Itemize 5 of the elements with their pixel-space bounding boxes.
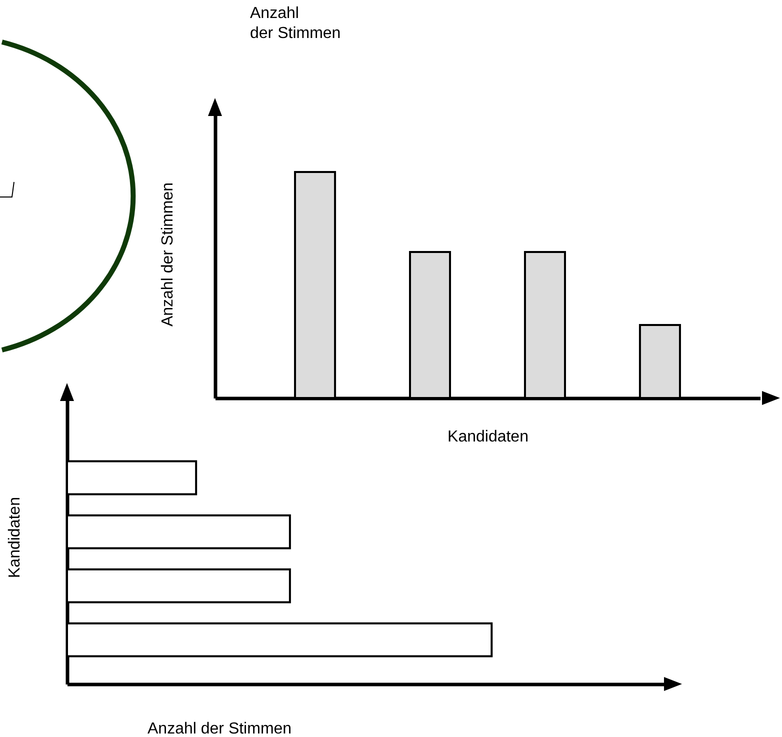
text: Anzahl der Stimmen xyxy=(250,4,341,44)
y-axis-title: Kandidaten xyxy=(6,497,24,578)
y-axis-title: Anzahl der Stimmen xyxy=(160,182,176,327)
x-axis-title: Kandidaten xyxy=(448,428,528,446)
x-axis-title: Anzahl der Stimmen xyxy=(148,720,292,737)
